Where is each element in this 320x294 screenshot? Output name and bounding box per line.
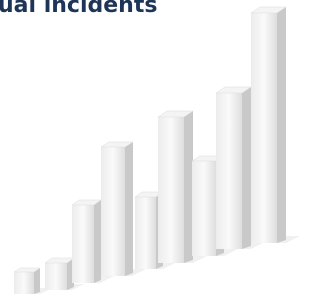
shape <box>184 111 193 263</box>
shape <box>125 142 133 276</box>
screenshot: ual incidents <box>0 0 312 294</box>
shape <box>34 268 40 294</box>
shape <box>158 117 184 263</box>
shape <box>94 200 101 283</box>
title: ual incidents <box>0 0 157 18</box>
shape <box>251 13 277 243</box>
shape <box>135 197 156 269</box>
shape <box>101 147 125 276</box>
shape <box>192 161 216 256</box>
shape <box>14 272 34 294</box>
shape <box>242 87 251 249</box>
shape <box>277 7 286 243</box>
shape <box>216 93 242 249</box>
shape <box>45 263 67 290</box>
shape <box>72 205 94 283</box>
